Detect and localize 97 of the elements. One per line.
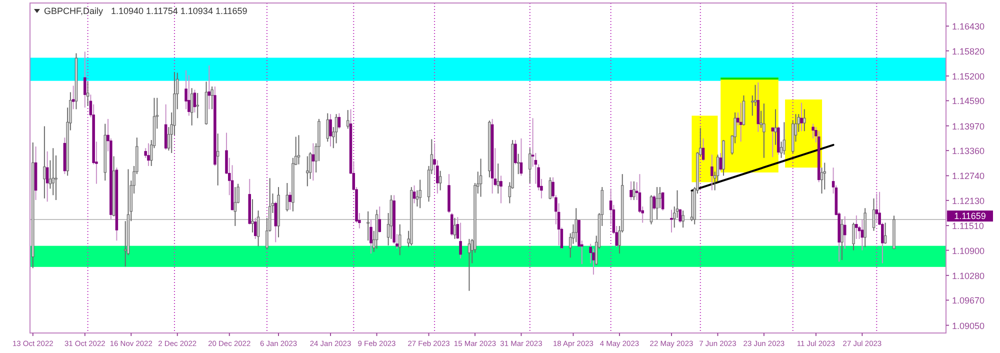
- candlestick: [630, 180, 632, 201]
- candlestick: [855, 214, 858, 240]
- candlestick: [274, 201, 277, 243]
- candlestick: [52, 148, 54, 196]
- candlestick: [742, 94, 746, 126]
- candlestick: [147, 142, 150, 166]
- chart-subtitle: 1.10940 1.11754 1.10934 1.11659: [111, 6, 248, 16]
- candlestick: [329, 114, 332, 148]
- candlestick: [592, 248, 595, 276]
- candlestick: [190, 88, 194, 126]
- y-tick-label: 1.09670: [952, 296, 985, 306]
- candlestick: [548, 176, 552, 200]
- candlestick: [86, 81, 90, 106]
- candlestick: [852, 222, 855, 251]
- candlestick: [678, 208, 682, 224]
- candlestick: [710, 154, 714, 191]
- candlestick: [418, 179, 422, 209]
- candlestick: [872, 198, 876, 232]
- candlestick: [500, 175, 502, 204]
- candlestick: [196, 92, 199, 119]
- candlestick: [334, 114, 338, 144]
- candlestick: [812, 123, 814, 139]
- y-tick-label: 1.15200: [952, 71, 985, 82]
- candlestick: [46, 150, 49, 202]
- candlestick: [288, 191, 292, 210]
- candlestick: [468, 238, 471, 292]
- y-tick-label: 1.10900: [952, 246, 985, 256]
- candlestick: [771, 126, 774, 158]
- candlestick: [256, 210, 260, 247]
- candlestick: [338, 112, 341, 130]
- candlestick: [800, 102, 803, 132]
- candlestick: [823, 162, 826, 190]
- candlestick: [843, 216, 846, 250]
- candlestick: [459, 222, 462, 259]
- y-tick-label: 1.10280: [952, 270, 985, 281]
- candlestick: [43, 126, 46, 199]
- y-tick-label: 1.13360: [952, 146, 985, 156]
- candlestick: [366, 210, 370, 242]
- candlestick: [193, 89, 196, 113]
- candlestick: [450, 212, 454, 236]
- candlestick: [774, 108, 777, 146]
- candlestick: [412, 184, 416, 204]
- candlestick: [528, 148, 532, 184]
- candlestick: [756, 82, 760, 132]
- candlestick: [670, 209, 673, 233]
- candlestick: [164, 104, 168, 150]
- y-tick-label: 1.09050: [952, 320, 985, 331]
- y-tick-label: 1.16430: [952, 22, 985, 32]
- candlestick: [188, 74, 190, 116]
- candlestick: [312, 142, 315, 182]
- candlestick: [326, 112, 330, 142]
- chart-title: GBPCHF,Daily: [44, 6, 104, 16]
- candlestick: [438, 170, 442, 191]
- candlestick: [574, 208, 578, 243]
- candlestick: [702, 138, 705, 162]
- candlestick: [346, 110, 350, 130]
- candlestick: [656, 186, 658, 220]
- ref-line-label: 1.11659: [954, 211, 986, 222]
- y-tick-label: 1.12130: [952, 196, 985, 206]
- candlestick: [884, 222, 887, 244]
- candlestick: [72, 85, 75, 110]
- candlestick: [84, 51, 86, 108]
- candlestick: [54, 154, 58, 201]
- candlestick: [840, 218, 844, 261]
- candlestick: [496, 163, 500, 194]
- candlestick: [652, 194, 656, 210]
- candlestick: [286, 182, 289, 212]
- y-tick-label: 1.11510: [952, 221, 984, 232]
- candlestick: [719, 152, 722, 172]
- candlestick: [520, 138, 523, 176]
- candlestick: [739, 102, 742, 142]
- candlestick: [254, 217, 257, 240]
- y-tick-label: 1.15820: [952, 46, 985, 56]
- candlestick: [234, 186, 237, 226]
- candlestick: [514, 140, 517, 165]
- y-tick-label: 1.12740: [952, 171, 985, 182]
- candlestick: [378, 206, 382, 233]
- candlestick: [251, 198, 254, 233]
- candlestick: [632, 180, 636, 201]
- candlestick: [297, 134, 300, 165]
- candlestick: [208, 64, 211, 110]
- candlestick: [398, 224, 402, 256]
- candlestick: [370, 218, 372, 254]
- candlestick: [875, 193, 878, 224]
- candlestick: [306, 156, 309, 187]
- candlestick: [516, 153, 520, 175]
- candlestick: [860, 218, 864, 251]
- candlestick: [803, 108, 806, 132]
- candlestick: [762, 103, 766, 158]
- y-tick-label: 1.13970: [952, 121, 985, 132]
- candlestick: [210, 86, 214, 110]
- candlestick: [216, 133, 220, 186]
- y-tick-label: 1.14590: [952, 96, 985, 106]
- candlestick: [690, 190, 694, 222]
- candlestick: [661, 192, 664, 212]
- candlestick: [682, 210, 684, 228]
- candlestick: [782, 122, 786, 156]
